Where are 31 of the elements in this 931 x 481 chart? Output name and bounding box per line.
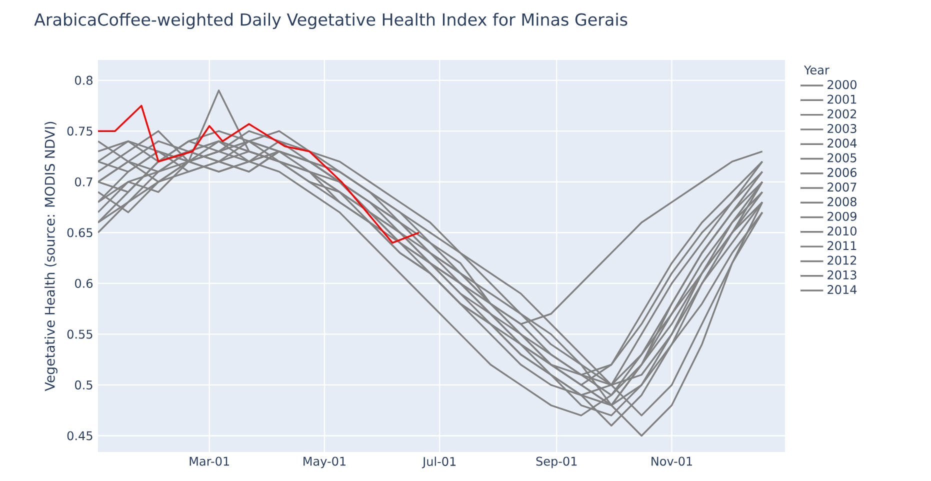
legend-label: 2005 xyxy=(828,153,856,162)
legend-label: 2000 xyxy=(828,80,856,90)
legend-label: 2014 xyxy=(828,285,857,294)
y-tick-label: 0.8 xyxy=(75,76,92,85)
legend-label: 2009 xyxy=(828,212,856,221)
legend-label: 2003 xyxy=(828,124,856,134)
legend-label: 2006 xyxy=(828,168,857,177)
chart-title: ArabicaCoffee-weighted Daily Vegetative Health Index for Minas Gerais xyxy=(34,12,628,30)
y-axis-title: Vegetative Health (source: MODIS NDVI) xyxy=(44,122,58,392)
y-tick-label: 0.55 xyxy=(67,330,92,339)
y-tick-label: 0.65 xyxy=(67,228,92,238)
legend-label: 2002 xyxy=(828,109,856,118)
legend-label: 2004 xyxy=(828,138,857,148)
x-tick-label: Sep-01 xyxy=(536,456,577,468)
y-tick-label: 0.75 xyxy=(67,126,92,136)
legend-label: 2012 xyxy=(828,256,856,265)
x-tick-label: May-01 xyxy=(304,456,346,468)
x-tick-label: Nov-01 xyxy=(652,456,692,466)
y-tick-label: 0.5 xyxy=(75,380,92,390)
legend-label: 2013 xyxy=(828,270,856,280)
x-tick-label: Jul-01 xyxy=(422,456,456,468)
x-tick-label: Mar-01 xyxy=(190,456,230,466)
y-tick-label: 0.45 xyxy=(67,431,92,440)
legend-label: 2001 xyxy=(828,94,856,104)
legend-label: 2010 xyxy=(828,226,856,236)
legend-label: 2011 xyxy=(828,241,856,250)
legend-title: Year xyxy=(804,66,830,75)
y-tick-label: 0.6 xyxy=(75,278,93,288)
legend-label: 2008 xyxy=(828,197,856,206)
y-tick-label: 0.7 xyxy=(75,177,92,186)
legend-label: 2007 xyxy=(828,182,856,192)
